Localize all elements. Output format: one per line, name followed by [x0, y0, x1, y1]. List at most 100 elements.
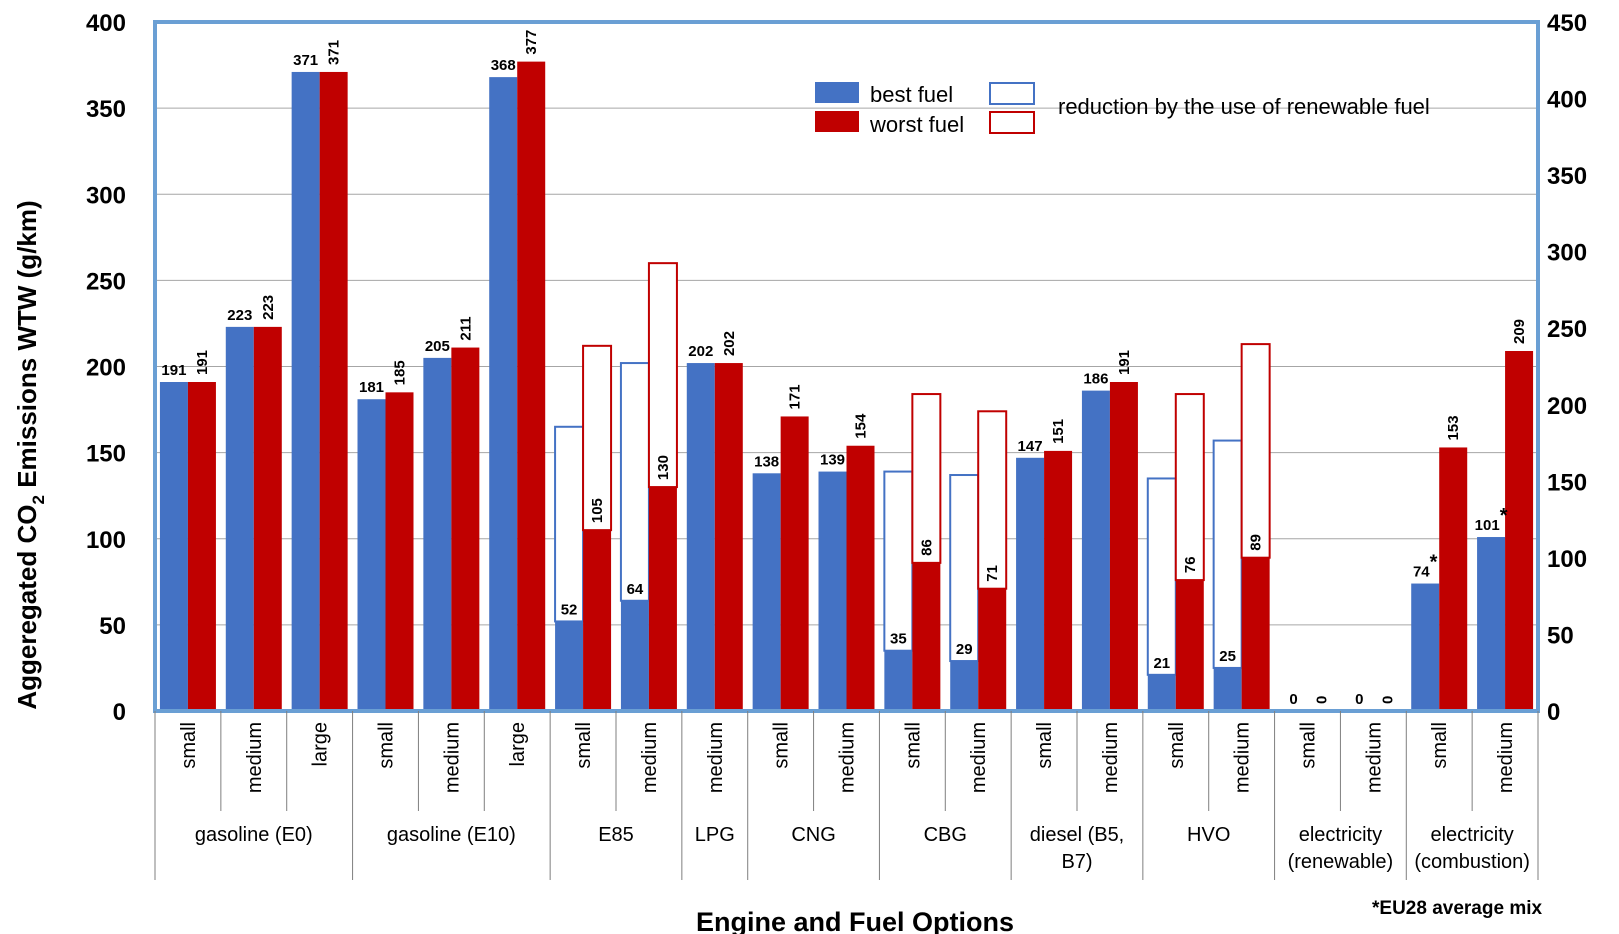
worst-fuel-bar — [846, 445, 875, 711]
group-label: (combustion) — [1414, 851, 1530, 873]
footnote: *EU28 average mix — [1372, 898, 1542, 919]
best-fuel-bar — [1477, 537, 1506, 711]
worst-fuel-bar — [1241, 557, 1270, 711]
plot-border — [153, 20, 1540, 713]
best-fuel-data-label: 25 — [1219, 648, 1236, 665]
legend-reduction-label: reduction by the use of renewable fuel — [1058, 94, 1430, 119]
group-label: E85 — [598, 824, 634, 846]
best-fuel-data-label: 0 — [1289, 691, 1297, 708]
y-tick-right: 350 — [1547, 163, 1587, 190]
worst-fuel-bar — [912, 562, 941, 711]
best-fuel-bar — [291, 71, 320, 711]
category-label: medium — [441, 722, 463, 793]
best-fuel-data-label: 368 — [491, 57, 516, 74]
best-fuel-data-label: 205 — [425, 338, 450, 355]
reduction-worst-outline-bar — [911, 393, 942, 564]
worst-fuel-data-label: 153 — [1445, 415, 1462, 440]
best-fuel-data-label: 181 — [359, 379, 384, 396]
best-fuel-data-label: 139 — [820, 452, 845, 469]
legend-best-label: best fuel — [870, 82, 953, 107]
category-label: small — [1298, 722, 1320, 769]
y-tick-right: 400 — [1547, 87, 1587, 114]
y-tick-left: 0 — [113, 699, 126, 726]
worst-fuel-data-label: 105 — [589, 498, 606, 523]
plot-frame — [153, 20, 1540, 713]
worst-fuel-bar — [1505, 350, 1534, 711]
worst-fuel-data-label: 223 — [260, 295, 277, 320]
worst-fuel-data-label: 209 — [1511, 319, 1528, 344]
best-fuel-bar — [752, 473, 781, 711]
y-axis-left-ticks: 0 50 100 150 200 250 300 350 400 — [86, 10, 126, 726]
worst-fuel-data-label: 185 — [392, 360, 409, 385]
best-fuel-data-label: 29 — [956, 641, 973, 658]
worst-fuel-data-label: 202 — [721, 331, 738, 356]
worst-fuel-bar — [1044, 450, 1073, 711]
worst-fuel-bar — [451, 347, 480, 711]
best-fuel-data-label: 371 — [293, 52, 318, 69]
reduction-best-outline-bar — [1146, 477, 1177, 676]
worst-fuel-bar — [319, 71, 348, 711]
best-fuel-data-label: 0 — [1355, 691, 1363, 708]
worst-fuel-data-label: 151 — [1050, 419, 1067, 444]
worst-fuel-bar — [517, 61, 546, 712]
best-fuel-label-asterisk: * — [1430, 552, 1438, 574]
category-label: small — [1166, 722, 1188, 769]
legend-best-swatch — [815, 82, 859, 103]
worst-fuel-bar — [978, 588, 1007, 711]
legend-worst-swatch — [815, 111, 859, 132]
y-tick-left: 100 — [86, 527, 126, 554]
y-tick-right: 100 — [1547, 546, 1587, 573]
best-fuel-bar — [159, 382, 188, 711]
best-fuel-data-label: 35 — [890, 631, 907, 648]
best-fuel-data-label: 64 — [627, 581, 644, 598]
y-tick-right: 250 — [1547, 316, 1587, 343]
reduction-best-outline-bar — [554, 425, 585, 623]
worst-fuel-data-label: 130 — [655, 455, 672, 480]
worst-fuel-data-label: 86 — [918, 539, 935, 556]
reduction-best-outline-bar — [1212, 439, 1243, 669]
y-tick-right: 300 — [1547, 240, 1587, 267]
y-tick-left: 300 — [86, 182, 126, 209]
worst-fuel-data-label: 371 — [326, 40, 343, 65]
best-fuel-bar — [884, 650, 913, 711]
category-label: small — [573, 722, 595, 769]
category-label: medium — [1495, 722, 1517, 793]
category-label: medium — [968, 722, 990, 793]
best-fuel-bar — [1213, 667, 1242, 711]
best-fuel-bar — [489, 77, 518, 712]
best-fuel-bar — [818, 471, 847, 711]
y-tick-right: 50 — [1547, 622, 1574, 649]
category-label: large — [507, 722, 529, 766]
worst-fuel-bar — [583, 530, 612, 711]
best-fuel-data-label: 74* — [1413, 552, 1438, 581]
best-fuel-bar — [950, 661, 979, 711]
y-tick-right: 450 — [1547, 10, 1587, 37]
y-axis-title-main: Aggeregated CO — [12, 505, 42, 710]
legend-reduction-worst-swatch — [989, 111, 1035, 134]
worst-fuel-data-label: 211 — [457, 316, 474, 340]
best-fuel-data-label: 147 — [1018, 438, 1043, 455]
worst-fuel-data-label: 0 — [1379, 696, 1396, 704]
worst-fuel-data-label: 377 — [523, 30, 540, 55]
best-fuel-bar — [1081, 390, 1110, 711]
best-fuel-bar — [1016, 457, 1045, 711]
reduction-worst-outline-bar — [1174, 393, 1205, 582]
worst-fuel-data-label: 191 — [1116, 350, 1133, 375]
best-fuel-bar — [357, 399, 386, 711]
category-label: small — [771, 722, 793, 769]
reduction-worst-outline-bar — [582, 344, 613, 532]
y-tick-right: 0 — [1547, 699, 1560, 726]
data-labels: 191 191 223 223 371 371 181 185 205 211 368 377 52 10… — [161, 30, 1528, 708]
category-label: large — [310, 722, 332, 766]
reduction-best-outline-bar — [949, 474, 980, 663]
best-fuel-data-label: 101* — [1475, 505, 1508, 534]
x-axis-categories: small medium large small medium large small med… — [154, 711, 1539, 880]
group-label: B7) — [1061, 851, 1092, 873]
worst-fuel-bar — [253, 326, 282, 711]
group-label: electricity — [1299, 824, 1382, 846]
reduction-worst-outline-bar — [1240, 343, 1271, 559]
best-fuel-bar — [1411, 583, 1440, 711]
group-label: CBG — [924, 824, 967, 846]
best-fuel-data-label: 138 — [754, 453, 779, 470]
y-axis-title: Aggeregated CO2 Emissions WTW (g/km) — [12, 200, 48, 709]
